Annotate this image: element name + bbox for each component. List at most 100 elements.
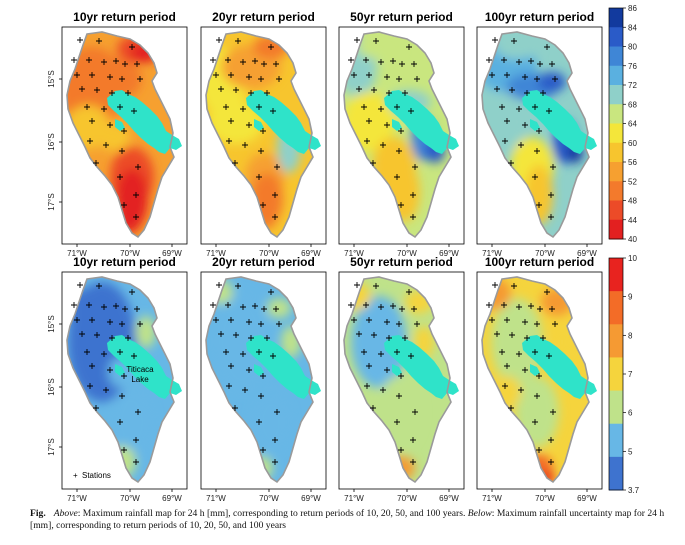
station-marker [131, 108, 137, 114]
station-marker [371, 332, 377, 338]
colorbar-swatch [609, 27, 623, 47]
station-marker [101, 59, 107, 65]
station-marker [509, 332, 515, 338]
station-marker [213, 72, 219, 78]
station-marker [378, 106, 384, 112]
colorbar-label: 7 [628, 370, 633, 379]
station-marker [492, 282, 498, 288]
lake-titicaca [384, 90, 459, 154]
colorbar-label: 86 [628, 4, 637, 13]
station-marker [134, 306, 140, 312]
station-marker [354, 37, 360, 43]
station-marker [107, 319, 113, 325]
station-marker [399, 306, 405, 312]
station-marker [233, 87, 239, 93]
station-marker [406, 44, 412, 50]
station-marker [546, 108, 552, 114]
value-zone [208, 100, 264, 144]
station-marker [364, 138, 370, 144]
station-marker [248, 335, 254, 341]
station-marker [522, 319, 528, 325]
colorbar-label: 3.7 [628, 486, 640, 495]
station-marker [502, 138, 508, 144]
station-marker [516, 106, 522, 112]
station-marker [119, 321, 125, 327]
station-marker [396, 321, 402, 327]
x-tick-label: 71°W [482, 249, 502, 258]
station-marker [532, 104, 538, 110]
station-marker [536, 202, 542, 208]
station-marker [119, 393, 125, 399]
station-marker [268, 44, 274, 50]
station-marker [522, 122, 528, 128]
region-outline [481, 31, 590, 239]
station-marker [225, 302, 231, 308]
x-tick-label: 69°W [577, 249, 597, 258]
map-panel: 71°W 70°W 69°W [338, 271, 465, 503]
value-zone [98, 123, 130, 151]
station-marker [370, 405, 376, 411]
station-marker [258, 393, 264, 399]
colorbar-label: 10 [628, 254, 637, 263]
station-marker [256, 349, 262, 355]
station-marker [228, 72, 234, 78]
station-marker [354, 282, 360, 288]
station-marker [210, 302, 216, 308]
x-tick-label: 69°W [162, 494, 182, 503]
station-marker [524, 90, 530, 96]
station-marker [261, 61, 267, 67]
station-marker [129, 44, 135, 50]
colorbar-label: 8 [628, 331, 633, 340]
caption-below-label: Below [467, 508, 492, 519]
station-marker [549, 306, 555, 312]
lake-titicaca [107, 335, 182, 399]
station-marker [536, 373, 542, 379]
station-marker [408, 108, 414, 114]
station-marker [240, 106, 246, 112]
colorbar-swatch [609, 65, 623, 86]
station-marker [133, 437, 139, 443]
colorbar-swatch [609, 123, 623, 144]
y-tick-label: 15°S [47, 315, 56, 332]
colorbar-label: 72 [628, 81, 637, 90]
station-marker [394, 104, 400, 110]
station-marker [501, 57, 507, 63]
station-marker [96, 38, 102, 44]
x-tick-label: 70°W [397, 494, 417, 503]
station-marker [398, 447, 404, 453]
station-marker [246, 122, 252, 128]
station-marker [361, 349, 367, 355]
legend-station-label: Stations [82, 471, 111, 480]
station-marker [366, 317, 372, 323]
station-marker [135, 164, 141, 170]
station-marker [125, 90, 131, 96]
station-marker [532, 174, 538, 180]
panel-title: 50yr return period [350, 255, 453, 269]
region-outline [343, 276, 452, 484]
region-outline [205, 276, 314, 484]
colorbar-swatch [609, 456, 623, 491]
station-marker [232, 160, 238, 166]
station-marker [511, 38, 517, 44]
station-marker [384, 122, 390, 128]
station-marker [502, 383, 508, 389]
station-marker [240, 59, 246, 65]
station-marker [390, 303, 396, 309]
x-tick-label: 70°W [120, 249, 140, 258]
y-tick-label: 15°S [47, 70, 56, 87]
station-marker [256, 104, 262, 110]
station-marker [501, 302, 507, 308]
station-marker [272, 437, 278, 443]
x-tick-label: 71°W [67, 494, 87, 503]
station-marker [71, 57, 77, 63]
station-marker [406, 289, 412, 295]
colorbar-label: 9 [628, 293, 633, 302]
station-marker [552, 321, 558, 327]
station-marker [260, 202, 266, 208]
x-tick-label: 71°W [482, 494, 502, 503]
station-marker [93, 405, 99, 411]
station-marker [410, 214, 416, 220]
station-marker [396, 76, 402, 82]
station-marker [534, 76, 540, 82]
station-marker [378, 59, 384, 65]
